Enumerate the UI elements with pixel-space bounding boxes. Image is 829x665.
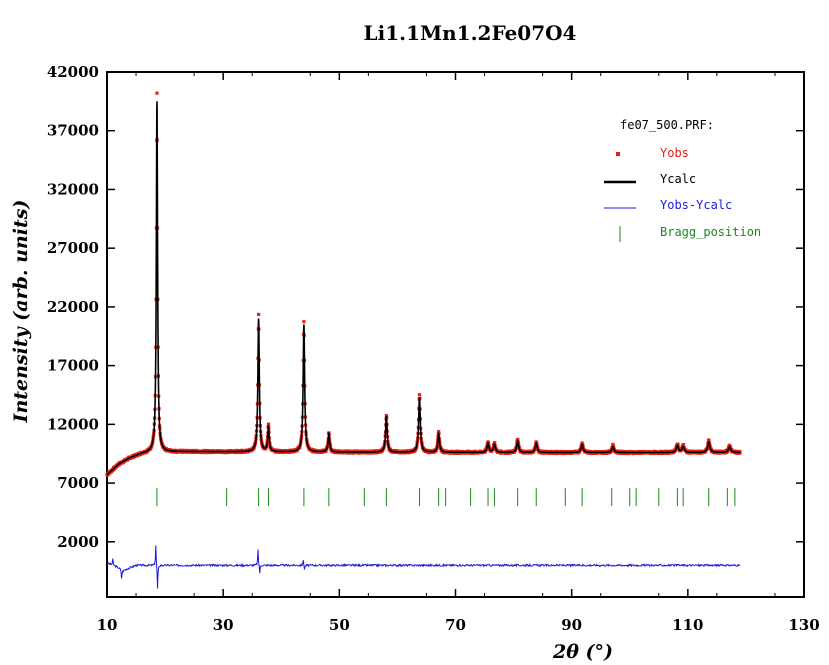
plot-series <box>105 91 742 589</box>
x-tick-label: 50 <box>329 616 350 634</box>
y-tick-label: 37000 <box>47 122 99 140</box>
plot-frame <box>106 71 805 598</box>
legend-title: fe07_500.PRF: <box>620 118 714 132</box>
y-axis: 2000 7000 12000 17000 22000 27000 32000 37000 42… <box>47 63 804 551</box>
yobs-point <box>266 422 271 426</box>
legend-item-ycalc: Ycalc <box>604 172 696 186</box>
series-bragg <box>156 488 736 507</box>
y-tick-label: 2000 <box>57 533 99 551</box>
y-axis-label: Intensity (arb. units) <box>10 200 32 424</box>
x-tick-label: 110 <box>672 616 703 634</box>
x-axis: 10 30 50 70 90 110 130 <box>97 72 820 634</box>
legend-item-yobs: Yobs <box>616 146 689 160</box>
y-tick-label: 27000 <box>47 239 99 257</box>
x-tick-label: 30 <box>213 616 234 634</box>
series-diff-line <box>106 545 741 589</box>
y-tick-label: 12000 <box>47 415 99 433</box>
x-axis-label: 2θ (°) <box>552 641 613 663</box>
legend-bragg-label: Bragg_position <box>660 225 761 239</box>
yobs-point <box>155 91 159 95</box>
x-tick-label: 10 <box>97 616 118 634</box>
yobs-point <box>302 320 306 324</box>
y-tick-label: 7000 <box>57 474 99 492</box>
legend: fe07_500.PRF: Yobs Ycalc Yobs-Ycalc Brag… <box>604 118 761 242</box>
y-tick-label: 22000 <box>47 298 99 316</box>
yobs-point <box>417 393 422 397</box>
x-tick-label: 70 <box>445 616 466 634</box>
x-tick-label: 90 <box>561 616 582 634</box>
yobs-point <box>256 312 261 317</box>
legend-diff-label: Yobs-Ycalc <box>660 198 732 212</box>
yobs-point <box>681 443 686 447</box>
legend-yobs-label: Yobs <box>660 146 689 160</box>
legend-item-diff: Yobs-Ycalc <box>604 198 732 212</box>
chart-title: Li1.1Mn1.2Fe07O4 <box>364 21 577 45</box>
legend-item-bragg: Bragg_position <box>619 225 761 242</box>
legend-ycalc-label: Ycalc <box>660 172 696 186</box>
yobs-point <box>437 429 441 434</box>
yobs-point <box>707 439 711 443</box>
yobs-point <box>611 444 616 448</box>
yobs-point <box>384 413 388 418</box>
y-tick-label: 17000 <box>47 357 99 375</box>
yobs-point <box>493 441 497 445</box>
plot-area: 2000 7000 12000 17000 22000 27000 32000 37000 42… <box>47 63 820 634</box>
y-tick-label: 32000 <box>47 180 99 198</box>
yobs-point <box>676 442 680 446</box>
y-tick-label: 42000 <box>47 63 99 81</box>
series-yobs <box>105 91 742 477</box>
series-ycalc-line <box>106 101 741 476</box>
x-tick-label: 130 <box>788 616 819 634</box>
legend-yobs-marker <box>616 152 620 156</box>
